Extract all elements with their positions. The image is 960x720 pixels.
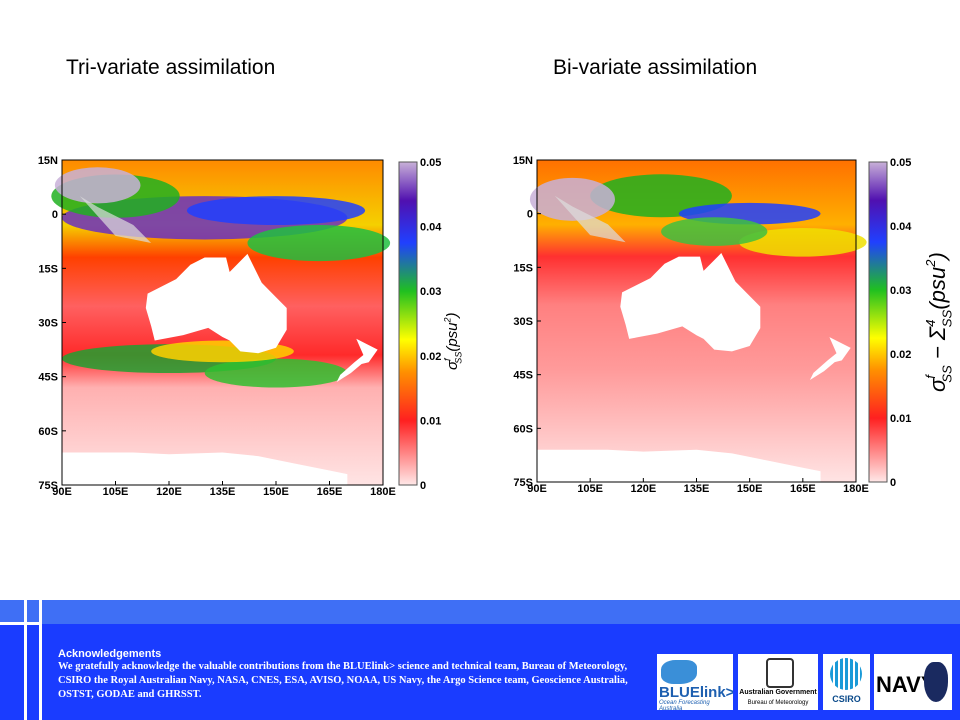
- map-field: [54, 167, 141, 204]
- colorbar-tick-label: 0.02: [420, 351, 441, 363]
- y-tick-label: 0: [52, 209, 58, 221]
- y-tick-label: 15S: [513, 262, 533, 274]
- y-tick-label: 0: [527, 209, 533, 221]
- x-tick-label: 180E: [843, 483, 869, 495]
- y-tick-label: 15S: [38, 263, 58, 275]
- land: [145, 253, 287, 354]
- panel-title: Bi-variate assimilation: [553, 56, 758, 79]
- y-tick-label: 15N: [38, 155, 58, 167]
- y-tick-label: 15N: [513, 155, 533, 167]
- x-tick-label: 180E: [370, 486, 396, 498]
- label-part: 2: [923, 259, 938, 268]
- colorbar-label: σfSS(psu2): [442, 312, 463, 370]
- colorbar-tick-label: 0.01: [890, 413, 911, 425]
- logo-text: BLUElink>: [659, 684, 733, 701]
- label-part: f: [442, 357, 452, 361]
- colorbar-tick-label: 0.05: [420, 157, 441, 169]
- rule: [0, 622, 42, 625]
- label-part: (psu: [925, 267, 950, 310]
- footer-band: [0, 600, 960, 624]
- label-part: 4: [923, 320, 938, 327]
- label-part: SS: [454, 352, 464, 364]
- map-field: [529, 177, 615, 221]
- logo-text: Bureau of Meteorology: [747, 700, 809, 706]
- colorbar-tick-label: 0: [420, 480, 426, 492]
- colorbar-tick-label: 0.01: [420, 415, 441, 427]
- land: [554, 195, 626, 243]
- y-tick-label: 75S: [38, 480, 58, 492]
- map-field: [590, 174, 732, 218]
- land: [336, 338, 378, 383]
- y-tick-label: 45S: [513, 370, 533, 382]
- logo-text: Australian Government: [739, 689, 817, 696]
- label-part: f: [923, 374, 938, 379]
- y-tick-label: 75S: [513, 477, 533, 489]
- label-part: ): [925, 252, 950, 262]
- logo-csiro: CSIRO: [823, 654, 870, 710]
- land: [79, 196, 152, 244]
- y-tick-label: 60S: [513, 423, 533, 435]
- colorbar-tick-label: 0.04: [890, 221, 912, 233]
- ack-heading: Acknowledgements: [58, 648, 162, 660]
- colorbar-tick-label: 0.03: [420, 286, 441, 298]
- y-tick-label: 60S: [38, 426, 58, 438]
- map-field: [661, 217, 768, 246]
- x-tick-label: 150E: [737, 483, 763, 495]
- land: [537, 449, 821, 482]
- y-tick-label: 30S: [38, 318, 58, 330]
- land: [620, 253, 761, 352]
- colorbar-tick-label: 0.04: [420, 222, 442, 234]
- ack-text: We gratefully acknowledge the valuable c…: [58, 661, 628, 700]
- colorbar: [398, 161, 418, 486]
- x-tick-label: 90E: [527, 483, 547, 495]
- colorbar-tick-label: 0: [890, 477, 896, 489]
- x-tick-label: 135E: [210, 486, 236, 498]
- colorbar: [868, 161, 888, 483]
- colorbar-tick-label: 0.02: [890, 349, 911, 361]
- label-part: 2: [442, 317, 452, 323]
- x-tick-label: 90E: [52, 486, 72, 498]
- land: [62, 452, 348, 485]
- label-part: (psu: [444, 322, 461, 352]
- logo-bom: Australian Government Bureau of Meteorol…: [738, 654, 818, 710]
- x-tick-label: 105E: [577, 483, 603, 495]
- acknowledgements: Acknowledgements We gratefully acknowled…: [58, 648, 638, 702]
- rule: [24, 600, 27, 720]
- x-tick-label: 105E: [103, 486, 129, 498]
- map-field: [247, 225, 391, 262]
- x-tick-label: 120E: [630, 483, 656, 495]
- rule: [39, 600, 42, 720]
- map-field: [204, 358, 348, 388]
- land: [809, 337, 851, 381]
- x-tick-label: 120E: [156, 486, 182, 498]
- colorbar-tick-label: 0.05: [890, 157, 911, 169]
- map-field: [739, 227, 867, 257]
- label-part: − Σ: [925, 326, 950, 365]
- label-part: ): [444, 312, 461, 319]
- colorbar-label: σf SS − Σ4 SS(psu2): [923, 252, 955, 392]
- logo-text: CSIRO: [832, 694, 861, 704]
- panel-title: Tri-variate assimilation: [66, 56, 276, 79]
- x-tick-label: 165E: [317, 486, 343, 498]
- label-part: σ: [925, 378, 950, 392]
- label-part: SS: [940, 309, 955, 327]
- y-tick-label: 30S: [513, 316, 533, 328]
- logo-navy: NAVY: [874, 654, 952, 710]
- x-tick-label: 165E: [790, 483, 816, 495]
- map-field: [186, 196, 366, 225]
- logo-bluelink: BLUElink> Ocean Forecasting Australia: [657, 654, 733, 710]
- logo-text: Ocean Forecasting Australia: [659, 700, 710, 710]
- x-tick-label: 150E: [263, 486, 289, 498]
- colorbar-tick-label: 0.03: [890, 285, 911, 297]
- x-tick-label: 135E: [684, 483, 710, 495]
- label-part: σ: [444, 360, 461, 370]
- y-tick-label: 45S: [38, 372, 58, 384]
- maps: 90E 105E 120E 135E 150E 165E 180E 15N 0 15S 30S 45S…: [38, 155, 955, 498]
- label-part: SS: [940, 365, 955, 383]
